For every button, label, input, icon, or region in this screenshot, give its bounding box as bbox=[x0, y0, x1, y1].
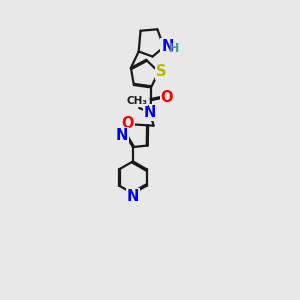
Text: N: N bbox=[127, 189, 139, 204]
Text: S: S bbox=[156, 64, 167, 80]
Text: O: O bbox=[122, 116, 134, 131]
Text: N: N bbox=[144, 105, 156, 120]
Text: N: N bbox=[161, 39, 174, 54]
Text: CH₃: CH₃ bbox=[126, 96, 147, 106]
Text: H: H bbox=[169, 42, 179, 55]
Text: O: O bbox=[160, 89, 173, 104]
Text: N: N bbox=[116, 128, 128, 143]
